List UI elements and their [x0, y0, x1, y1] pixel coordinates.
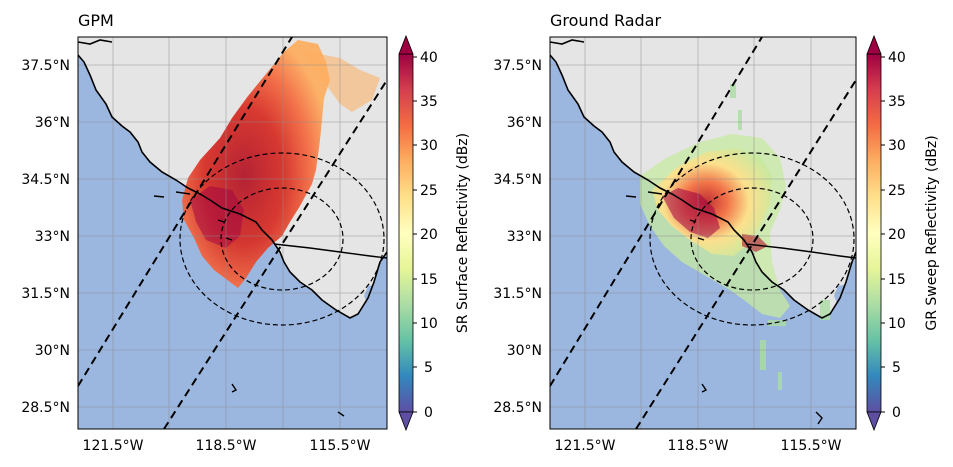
colorbar-extend-bottom	[866, 411, 882, 432]
gr-rain-mid	[652, 148, 772, 256]
colorbar-tick-label: 15	[420, 272, 438, 288]
lat-tick-label: 36°N	[507, 115, 542, 131]
lon-tick-labels: 121.5°W 118.5°W 115.5°W	[83, 438, 371, 454]
gulf	[834, 284, 856, 330]
gpm-panel: GPM	[21, 11, 471, 454]
lat-tick-label: 31.5°N	[21, 286, 70, 302]
lat-tick-label: 36°N	[35, 115, 70, 131]
gpm-rain-core	[190, 186, 244, 248]
lon-tick-label: 118.5°W	[668, 438, 729, 454]
lat-tick-labels: 37.5°N 36°N 34.5°N 33°N 31.5°N 30°N 28.5…	[21, 58, 70, 416]
ground-radar-panel: Ground Radar	[493, 11, 940, 454]
colorbar-tick-label: 5	[424, 360, 433, 376]
top-coast	[550, 39, 585, 45]
map-area	[550, 37, 856, 429]
lat-tick-label: 33°N	[35, 229, 70, 245]
lat-tick-label: 30°N	[35, 343, 70, 359]
colorbar-tick-label: 30	[888, 138, 906, 154]
border	[273, 243, 387, 259]
colorbar-tick-label: 40	[420, 50, 438, 66]
colorbar-tick-label: 5	[892, 360, 901, 376]
colorbar-label: SR Surface Reflectivity (dBz)	[455, 133, 471, 333]
colorbar: 40 35 30 25 20 15 10 5 0 GR Sweep Reflec…	[866, 34, 940, 432]
colorbar-extend-bottom	[398, 411, 414, 432]
colorbar-tick-label: 40	[888, 50, 906, 66]
colorbar-tick-label: 10	[420, 316, 438, 332]
swath-edges	[550, 37, 856, 429]
lon-tick-label: 118.5°W	[196, 438, 257, 454]
islands	[625, 191, 823, 425]
lat-tick-label: 34.5°N	[21, 172, 70, 188]
colorbar-bar	[866, 53, 882, 413]
coastline	[78, 54, 387, 319]
gridlines	[550, 37, 856, 429]
gridlines	[78, 37, 387, 429]
lat-tick-label: 37.5°N	[493, 58, 542, 74]
colorbar-tick-label: 0	[892, 405, 901, 421]
lat-tick-label: 28.5°N	[493, 400, 542, 416]
range-rings	[649, 152, 855, 326]
colorbar-tick-label: 20	[420, 227, 438, 243]
swath-edges	[78, 37, 387, 429]
map-frame	[77, 36, 388, 430]
lon-tick-labels: 121.5°W 118.5°W 115.5°W	[555, 438, 842, 454]
map-frame	[549, 36, 857, 430]
map-area	[78, 37, 387, 429]
lat-tick-labels: 37.5°N 36°N 34.5°N 33°N 31.5°N 30°N 28.5…	[493, 58, 542, 416]
top-coast	[78, 39, 113, 45]
islands	[153, 191, 345, 417]
lat-tick-label: 31.5°N	[493, 286, 542, 302]
colorbar: 40 35 30 25 20 15 10 5 0 SR Surface Refl…	[398, 34, 471, 432]
gr-rain-core	[662, 188, 720, 238]
colorbar-tick-label: 10	[888, 316, 906, 332]
panel-title: GPM	[78, 11, 114, 30]
lon-tick-label: 121.5°W	[555, 438, 616, 454]
lon-tick-label: 115.5°W	[310, 438, 371, 454]
colorbar-tick-label: 25	[888, 183, 906, 199]
colorbar-tick-label: 35	[888, 94, 906, 110]
lat-tick-label: 33°N	[507, 229, 542, 245]
lon-tick-label: 115.5°W	[781, 438, 842, 454]
colorbar-extend-top	[866, 34, 882, 55]
lat-tick-label: 28.5°N	[21, 400, 70, 416]
range-rings	[179, 152, 385, 326]
colorbar-bar	[398, 53, 414, 413]
lat-tick-label: 37.5°N	[21, 58, 70, 74]
lat-tick-label: 34.5°N	[493, 172, 542, 188]
lon-tick-label: 121.5°W	[83, 438, 144, 454]
lat-tick-label: 30°N	[507, 343, 542, 359]
colorbar-tick-label: 35	[420, 94, 438, 110]
colorbar-tick-label: 20	[888, 227, 906, 243]
gr-sparse-returns	[730, 84, 830, 390]
colorbar-tick-label: 15	[888, 272, 906, 288]
colorbar-extend-top	[398, 34, 414, 55]
coastline	[550, 54, 856, 319]
colorbar-label: GR Sweep Reflectivity (dBz)	[924, 135, 940, 330]
colorbar-tick-label: 0	[424, 405, 433, 421]
colorbar-tick-label: 30	[420, 138, 438, 154]
colorbar-tick-label: 25	[420, 183, 438, 199]
panel-title: Ground Radar	[550, 11, 661, 30]
border	[745, 243, 856, 259]
